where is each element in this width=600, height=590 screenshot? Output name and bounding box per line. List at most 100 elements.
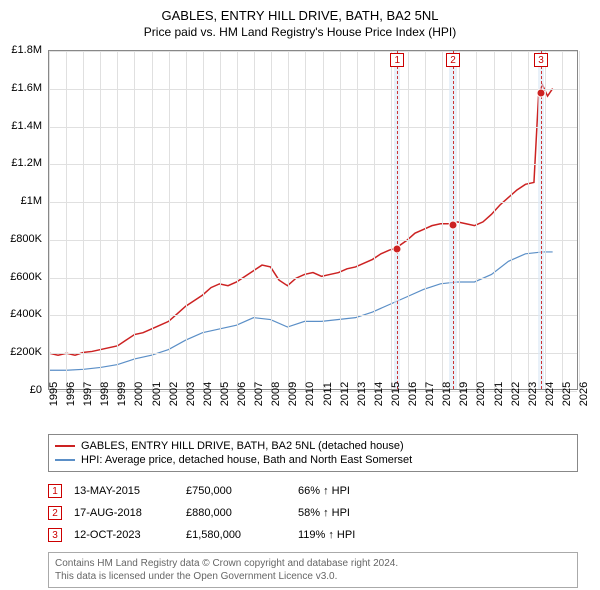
event-date: 13-MAY-2015: [74, 485, 174, 497]
gridline-v: [83, 51, 84, 389]
gridline-h: [49, 353, 577, 354]
xtick-label: 2015: [390, 382, 402, 406]
gridline-v: [271, 51, 272, 389]
gridline-v: [459, 51, 460, 389]
gridline-v: [357, 51, 358, 389]
xtick-label: 2007: [253, 382, 265, 406]
gridline-v: [49, 51, 50, 389]
xtick-label: 2021: [493, 382, 505, 406]
xtick-label: 1999: [116, 382, 128, 406]
xtick-label: 2000: [133, 382, 145, 406]
gridline-v: [117, 51, 118, 389]
gridline-v: [545, 51, 546, 389]
gridline-v: [169, 51, 170, 389]
ytick-label: £800K: [10, 233, 42, 245]
gridline-v: [100, 51, 101, 389]
gridline-v: [237, 51, 238, 389]
xtick-label: 2006: [236, 382, 248, 406]
xtick-label: 2026: [578, 382, 590, 406]
xtick-label: 2001: [151, 382, 163, 406]
footer-attribution: Contains HM Land Registry data © Crown c…: [48, 552, 578, 588]
price-dot: [448, 220, 457, 229]
gridline-v: [408, 51, 409, 389]
gridline-v: [254, 51, 255, 389]
event-price: £750,000: [186, 485, 286, 497]
price-dot: [393, 245, 402, 254]
gridline-v: [323, 51, 324, 389]
event-marker: 3: [48, 528, 62, 542]
event-date: 17-AUG-2018: [74, 507, 174, 519]
gridline-h: [49, 164, 577, 165]
gridline-v: [220, 51, 221, 389]
gridline-h: [49, 127, 577, 128]
gridline-v: [511, 51, 512, 389]
gridline-h: [49, 240, 577, 241]
legend-row: HPI: Average price, detached house, Bath…: [55, 453, 571, 467]
chart-subtitle: Price paid vs. HM Land Registry's House …: [0, 23, 600, 39]
ytick-label: £1M: [21, 195, 42, 207]
xtick-label: 2024: [544, 382, 556, 406]
footer-line2: This data is licensed under the Open Gov…: [55, 570, 571, 583]
event-vline: [397, 51, 398, 389]
gridline-v: [528, 51, 529, 389]
ytick-label: £1.2M: [11, 157, 42, 169]
ytick-label: £600K: [10, 271, 42, 283]
xtick-label: 2004: [202, 382, 214, 406]
gridline-v: [186, 51, 187, 389]
xtick-label: 1995: [48, 382, 60, 406]
legend-label: HPI: Average price, detached house, Bath…: [81, 454, 412, 466]
xtick-label: 2008: [270, 382, 282, 406]
xtick-label: 2016: [407, 382, 419, 406]
gridline-h: [49, 89, 577, 90]
ytick-label: £1.8M: [11, 44, 42, 56]
gridline-v: [374, 51, 375, 389]
series-svg: [49, 51, 577, 389]
xtick-label: 2003: [185, 382, 197, 406]
plot-area: 123 £0£200K£400K£600K£800K£1M£1.2M£1.4M£…: [48, 50, 578, 390]
xtick-label: 2025: [561, 382, 573, 406]
event-price: £880,000: [186, 507, 286, 519]
xtick-label: 2017: [424, 382, 436, 406]
gridline-h: [49, 202, 577, 203]
event-pct: 119% ↑ HPI: [298, 529, 398, 541]
gridline-v: [66, 51, 67, 389]
gridline-v: [134, 51, 135, 389]
legend-row: GABLES, ENTRY HILL DRIVE, BATH, BA2 5NL …: [55, 439, 571, 453]
event-pct: 66% ↑ HPI: [298, 485, 398, 497]
gridline-v: [476, 51, 477, 389]
xtick-label: 2019: [458, 382, 470, 406]
gridline-h: [49, 51, 577, 52]
xtick-label: 2009: [287, 382, 299, 406]
event-date: 12-OCT-2023: [74, 529, 174, 541]
chart-container: GABLES, ENTRY HILL DRIVE, BATH, BA2 5NL …: [0, 0, 600, 590]
gridline-v: [305, 51, 306, 389]
ytick-label: £1.4M: [11, 120, 42, 132]
gridline-v: [340, 51, 341, 389]
footer-line1: Contains HM Land Registry data © Crown c…: [55, 557, 571, 570]
xtick-label: 2002: [168, 382, 180, 406]
event-row: 312-OCT-2023£1,580,000119% ↑ HPI: [48, 524, 578, 546]
legend-swatch: [55, 445, 75, 447]
xtick-label: 2013: [356, 382, 368, 406]
gridline-v: [442, 51, 443, 389]
ytick-label: £400K: [10, 308, 42, 320]
legend-label: GABLES, ENTRY HILL DRIVE, BATH, BA2 5NL …: [81, 440, 404, 452]
gridline-v: [152, 51, 153, 389]
xtick-label: 2018: [441, 382, 453, 406]
event-marker-top: 1: [390, 53, 404, 67]
event-marker-top: 2: [446, 53, 460, 67]
price-dot: [537, 88, 546, 97]
event-vline: [541, 51, 542, 389]
gridline-v: [391, 51, 392, 389]
xtick-label: 2014: [373, 382, 385, 406]
ytick-label: £0: [30, 384, 42, 396]
gridline-v: [562, 51, 563, 389]
gridline-v: [288, 51, 289, 389]
gridline-v: [579, 51, 580, 389]
gridline-h: [49, 278, 577, 279]
xtick-label: 2011: [322, 382, 334, 406]
plot-frame: 123: [48, 50, 578, 390]
xtick-label: 2022: [510, 382, 522, 406]
legend: GABLES, ENTRY HILL DRIVE, BATH, BA2 5NL …: [48, 434, 578, 472]
event-row: 217-AUG-2018£880,00058% ↑ HPI: [48, 502, 578, 524]
